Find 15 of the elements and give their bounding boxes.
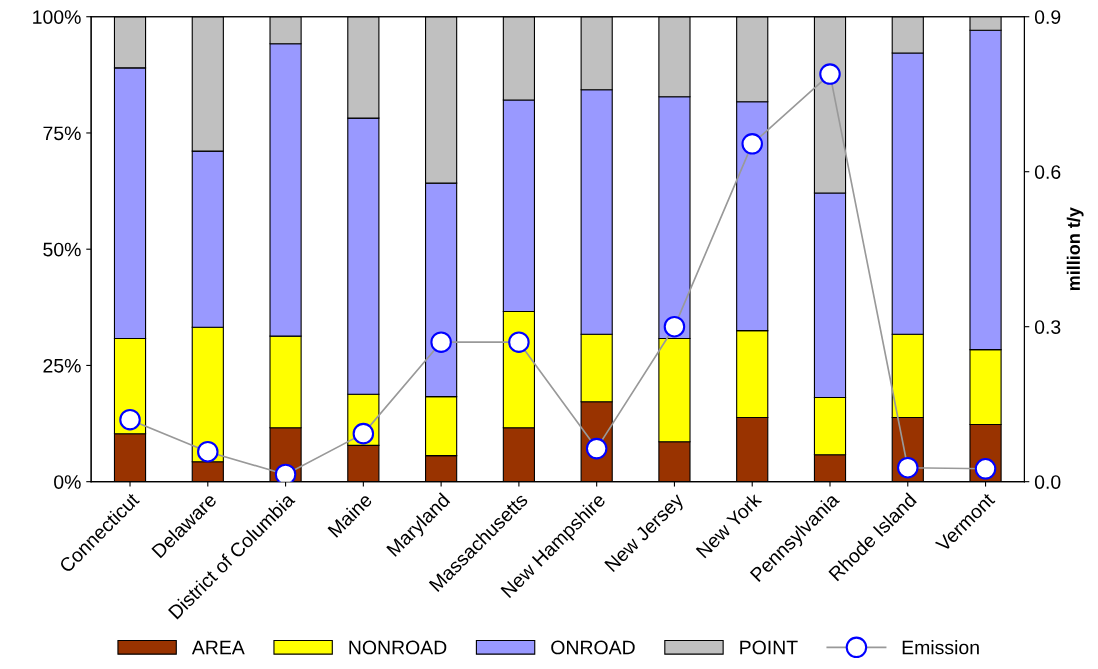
y-tick-label: 25% [43,358,81,373]
y2-tick-label: 0.9 [1034,10,1061,24]
y-tick-label: 75% [43,126,81,141]
legend-label: NONROAD [349,640,447,655]
legend-label: AREA [191,640,245,655]
legend-label: Emission [902,640,979,655]
y2-tick-label: 0.0 [1034,475,1061,489]
y2-axis-title: million t/y [1066,207,1084,291]
legend-label: POINT [740,640,798,655]
y-tick-label: 100% [33,10,81,24]
y2-tick-label: 0.6 [1034,165,1061,179]
y2-tick-label: 0.3 [1034,320,1061,334]
y-tick-label: 50% [43,242,81,257]
y-tick-label: 0% [54,475,81,489]
legend-label: ONROAD [551,640,635,655]
